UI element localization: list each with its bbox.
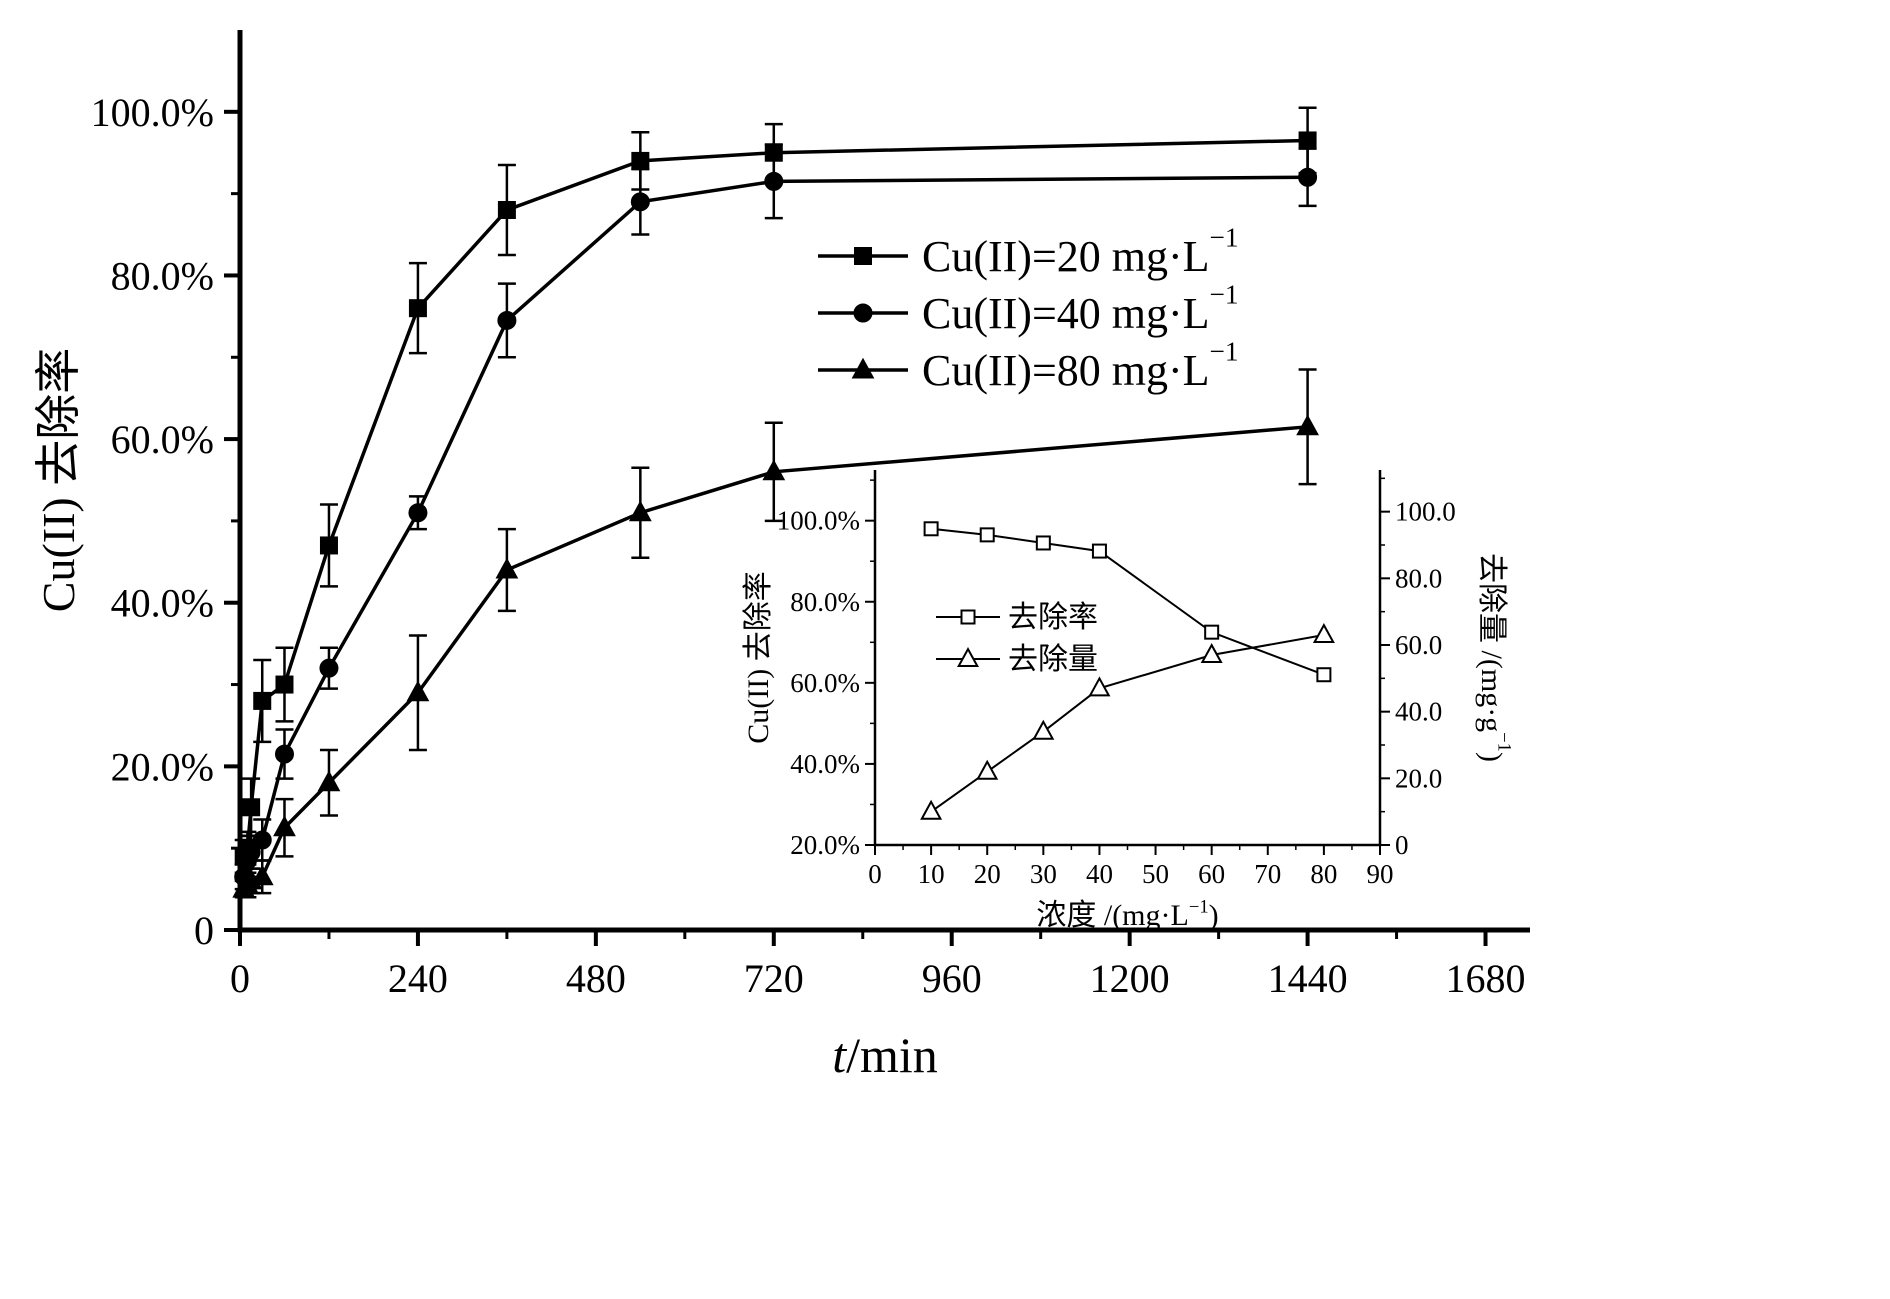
- inset-x-tick-label: 20: [974, 859, 1001, 889]
- inset-legend-item-1: 去除量: [936, 643, 1098, 676]
- inset-left-axis-title: Cu(II) 去除率: [742, 571, 775, 743]
- main-x-tick-label: 960: [922, 956, 982, 1001]
- main-legend-label: Cu(II)=20 mg·L−1: [922, 223, 1239, 281]
- inset-legend-label: 去除率: [1008, 601, 1098, 634]
- main-y-tick-label: 0: [194, 908, 214, 953]
- main-x-tick-label: 1680: [1446, 956, 1526, 1001]
- inset-x-tick-label: 70: [1254, 859, 1281, 889]
- inset-right-tick-label: 100.0: [1395, 497, 1456, 527]
- main-legend-label: Cu(II)=40 mg·L−1: [922, 280, 1239, 338]
- main-x-axis-title: t/min: [832, 1027, 938, 1083]
- inset-x-tick-label: 90: [1367, 859, 1394, 889]
- inset-chart: 0 10 20 30 40 50 60 70 80 90 20.0% 40.0% 60.0% 80.0% 1…: [742, 470, 1516, 932]
- inset-legend-label: 去除量: [1008, 643, 1098, 676]
- main-legend-item-0: Cu(II)=20 mg·L−1: [818, 223, 1239, 281]
- main-x-tick-label: 0: [230, 956, 250, 1001]
- inset-series-0: [923, 521, 1332, 683]
- inset-right-axis-title: 去除量 /(mg·g−1): [1476, 553, 1516, 762]
- main-y-tick-label: 100.0%: [91, 89, 214, 134]
- inset-right-tick-label: 20.0: [1395, 763, 1442, 793]
- inset-legend-item-0: 去除率: [936, 601, 1098, 634]
- main-y-axis-title: Cu(II) 去除率: [33, 348, 84, 612]
- inset-right-tick-label: 80.0: [1395, 563, 1442, 593]
- inset-right-tick-label: 40.0: [1395, 697, 1442, 727]
- main-x-tick-label: 1200: [1090, 956, 1170, 1001]
- inset-left-tick-label: 60.0%: [790, 668, 860, 698]
- inset-x-tick-label: 30: [1030, 859, 1057, 889]
- main-series-0: [234, 106, 1317, 874]
- main-x-tick-label: 1440: [1268, 956, 1348, 1001]
- main-x-tick-label: 720: [744, 956, 804, 1001]
- inset-left-tick-label: 40.0%: [790, 749, 860, 779]
- inset-left-tick-label: 20.0%: [790, 830, 860, 860]
- inset-x-tick-label: 0: [868, 859, 882, 889]
- inset-x-tick-label: 60: [1198, 859, 1225, 889]
- main-x-tick-label: 240: [388, 956, 448, 1001]
- inset-series-1: [920, 623, 1335, 820]
- main-series-2: [232, 368, 1319, 899]
- inset-right-tick-label: 60.0: [1395, 630, 1442, 660]
- main-legend: Cu(II)=20 mg·L−1Cu(II)=40 mg·L−1Cu(II)=8…: [818, 223, 1239, 395]
- inset-x-tick-label: 10: [918, 859, 945, 889]
- main-legend-label: Cu(II)=80 mg·L−1: [922, 337, 1239, 395]
- inset-x-tick-label: 40: [1086, 859, 1113, 889]
- inset-x-axis-title: 浓度 /(mg·L−1): [1036, 896, 1218, 932]
- inset-left-tick-label: 100.0%: [777, 506, 860, 536]
- main-legend-item-1: Cu(II)=40 mg·L−1: [818, 280, 1239, 338]
- main-y-tick-label: 80.0%: [111, 253, 214, 298]
- main-y-tick-label: 20.0%: [111, 744, 214, 789]
- inset-x-tick-label: 80: [1310, 859, 1337, 889]
- main-legend-item-2: Cu(II)=80 mg·L−1: [818, 337, 1239, 395]
- inset-right-tick-label: 0: [1395, 830, 1409, 860]
- main-y-tick-label: 60.0%: [111, 417, 214, 462]
- inset-left-tick-label: 80.0%: [790, 587, 860, 617]
- main-x-tick-label: 480: [566, 956, 626, 1001]
- main-axes: 0 240 480 720 960 1200 1440 1680 0 20.0% 40.0% 60.0…: [91, 30, 1530, 1001]
- inset-x-tick-label: 50: [1142, 859, 1169, 889]
- main-y-tick-label: 40.0%: [111, 580, 214, 625]
